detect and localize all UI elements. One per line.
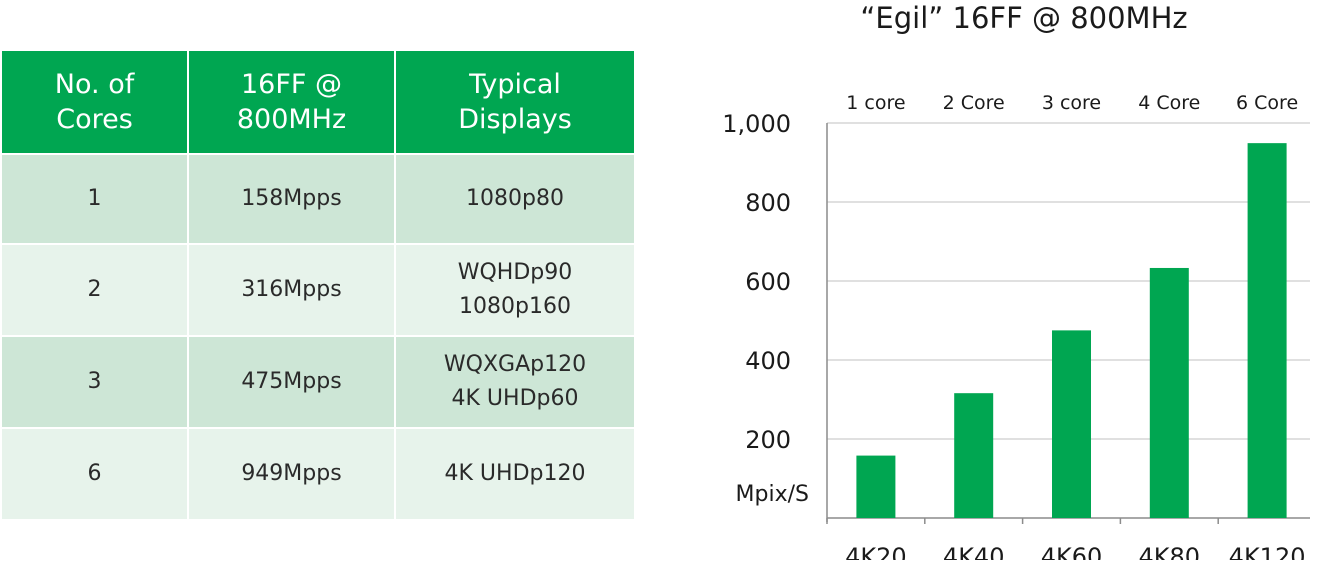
table-row: 3 475Mpps WQXGAp120 4K UHDp60 [0, 335, 636, 429]
table-header-row: No. of Cores 16FF @ 800MHz Typical Displ… [0, 49, 636, 155]
cell-rate: 475Mpps [187, 335, 396, 429]
header-rate: 16FF @ 800MHz [187, 49, 396, 155]
header-rate-line-2: 800MHz [236, 104, 347, 135]
bar-top-label: 1 core [846, 92, 905, 114]
bar [856, 455, 896, 518]
cell-displays: WQHDp90 1080p160 [394, 243, 636, 337]
header-rate-line-1: 16FF @ [241, 69, 342, 100]
x-tick-label: 4K40 [943, 543, 1005, 560]
y-tick-label: 200 [745, 426, 791, 454]
bar [1247, 143, 1287, 518]
table-row: 6 949Mpps 4K UHDp120 [0, 427, 636, 521]
cell-cores: 3 [0, 335, 189, 429]
bar-top-label: 6 Core [1236, 92, 1298, 114]
cell-cores: 6 [0, 427, 189, 521]
y-tick-label: 400 [745, 347, 791, 375]
cell-rate: 949Mpps [187, 427, 396, 521]
cell-rate: 316Mpps [187, 243, 396, 337]
chart-title: “Egil” 16FF @ 800MHz [860, 1, 1188, 35]
cell-rate: 158Mpps [187, 153, 396, 245]
header-cores-line-1: No. of [54, 69, 135, 100]
bar [1149, 267, 1189, 518]
cell-displays: WQXGAp120 4K UHDp60 [394, 335, 636, 429]
cell-displays: 1080p80 [394, 153, 636, 245]
display-line: 1080p80 [466, 186, 564, 211]
y-tick-label: 600 [745, 268, 791, 296]
x-tick-label: 4K60 [1041, 543, 1103, 560]
header-displays-line-2: Displays [458, 104, 572, 135]
display-line: 1080p160 [459, 294, 571, 319]
cell-displays: 4K UHDp120 [394, 427, 636, 521]
bar-chart: 200 400 600 800 1,000 1 core 4K20 2 Core 4K40 3 c… [722, 92, 1310, 560]
display-line: WQXGAp120 [443, 352, 587, 377]
bar-top-label: 2 Core [943, 92, 1005, 114]
y-tick-label: 1,000 [722, 110, 791, 138]
table-row: 1 158Mpps 1080p80 [0, 153, 636, 245]
header-cores: No. of Cores [0, 49, 189, 155]
bar-top-label: 4 Core [1138, 92, 1200, 114]
cell-cores: 1 [0, 153, 189, 245]
bar [1052, 330, 1091, 518]
y-axis-label: Mpix/S [736, 482, 809, 507]
cell-cores: 2 [0, 243, 189, 337]
x-tick-label: 4K120 [1229, 543, 1306, 560]
x-tick-label: 4K20 [845, 543, 907, 560]
header-cores-line-2: Cores [56, 104, 133, 135]
header-displays: Typical Displays [394, 49, 636, 155]
x-tick-label: 4K80 [1139, 543, 1201, 560]
bar-top-label: 3 core [1042, 92, 1101, 114]
bar [954, 393, 994, 518]
display-line: 4K UHDp120 [444, 461, 586, 486]
display-line: 4K UHDp60 [451, 386, 579, 411]
display-line: WQHDp90 [457, 260, 573, 285]
y-tick-label: 800 [745, 189, 791, 217]
header-displays-line-1: Typical [469, 69, 561, 100]
cores-table: No. of Cores 16FF @ 800MHz Typical Displ… [0, 49, 636, 521]
table-row: 2 316Mpps WQHDp90 1080p160 [0, 243, 636, 337]
